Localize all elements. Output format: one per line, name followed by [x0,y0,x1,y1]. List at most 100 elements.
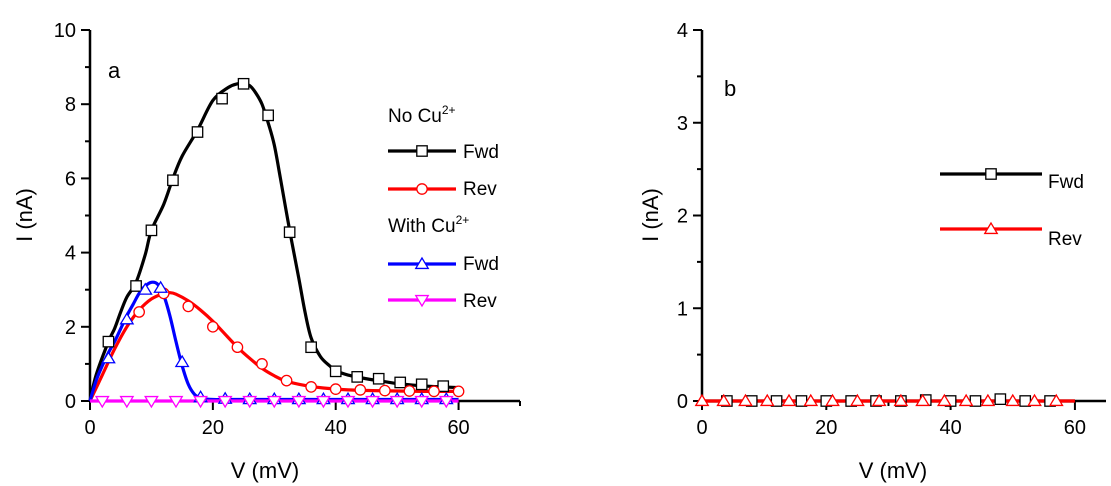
panel-a-series-0-point [167,174,179,187]
panel-a: 0 20 40 60 0 2 4 6 8 10 a V (mV) I (nA) No Cu2+ W… [12,20,521,483]
panel-a-series-3-point [340,395,356,409]
panel-b-series-1-point [738,393,753,407]
panel-b-series-1-point [1027,393,1042,407]
panel-a-series-1-point [256,358,268,370]
panel-a-series-3-point [316,395,331,409]
panel-a-y-tick-label: 0 [65,391,76,413]
panel-a-series-0-point [130,280,142,292]
panel-a-x-tick-label: 60 [447,417,469,439]
panel-a-series-0-point [237,77,250,90]
panel-b-series-1-point [849,393,865,407]
legend-label-b-rev: Rev [1048,229,1082,250]
panel-a-series-3-point [389,395,405,409]
panel-b-series-1-point [825,393,840,407]
panel-b-x-tick-label: 0 [696,417,707,439]
panel-b-y-tick-label: 2 [677,206,688,228]
panel-a-series-1-point [452,385,465,398]
panel-b-label: b [724,76,736,101]
panel-b-series-1-point [1005,393,1021,407]
panel-b-y-axis-label: I (nA) [638,188,663,242]
panel-a-series-0-point [351,371,364,383]
panel-a-series-3-point [414,395,430,409]
panel-a-series-3-point [291,395,307,409]
panel-a-series-2-point [174,354,190,368]
panel-b-series-1-point [1048,393,1064,407]
panel-a-series-1-point [428,385,440,398]
panel-a-series-3-point [168,395,184,409]
panel-a-series-3-point [242,395,258,409]
panel-b-x-tick-label: 40 [939,417,961,439]
panel-b-series-1-point [803,393,819,407]
panel-b-y-tick-label: 1 [677,298,688,320]
panel-b-y-tick-label: 0 [677,391,688,413]
panel-b-series-1-point [980,393,996,407]
panel-a-series-2-point [101,351,116,364]
panel-a-plot-area: 0 20 40 60 0 2 4 6 8 10 [54,20,521,439]
panel-a-x-tick-label: 0 [84,417,95,439]
panel-b-x-tick-label: 20 [815,417,837,439]
panel-a-series-2-point [153,280,169,293]
panel-b-legend: Fwd Rev [940,168,1084,250]
panel-b-x-tick-label: 60 [1064,417,1086,439]
panel-b-series-0-point [994,393,1007,405]
legend-label-with-cu-fwd: Fwd [463,254,499,275]
panel-a-series-1-point [133,306,145,318]
panel-a-y-tick-label: 8 [65,94,76,116]
legend-a-with-cu-rev-marker [414,294,430,308]
panel-a-series-3-point [217,395,233,409]
panel-a-y-tick-label: 4 [65,243,76,265]
panel-a-series-0-point [437,380,450,393]
panel-b-series-1-point [871,393,887,407]
legend-b-fwd-marker [985,168,997,180]
legend-b-rev-marker [983,221,999,235]
panel-b-series-1-point [937,393,952,407]
legend-a-no-cu-rev-marker [416,183,428,195]
legend-label-b-fwd: Fwd [1048,172,1084,193]
panel-b-series-1-point [759,393,775,407]
panel-a-x-axis-label: V (mV) [231,458,299,483]
panel-a-series-0-point [415,378,428,391]
panel-b-series-1-point [716,393,732,407]
panel-a-series-2-point [119,312,135,325]
panel-a-series-0-point [102,335,115,348]
panel-a-y-tick-label: 6 [65,168,76,190]
panel-a-series-1-point [207,320,219,333]
panel-a-series-1-point [231,341,244,354]
panel-b-series-1-point [694,393,710,407]
panel-a-series-0-point [372,372,385,385]
legend-label-no-cu-rev: Rev [463,179,497,200]
legend-a-no-cu-fwd-marker [416,145,428,157]
panel-a-series-1-point [403,385,416,397]
panel-a-series-0-point [305,341,317,354]
panel-a-series-0-point [394,376,407,389]
panel-a-series-0-point [262,109,274,122]
panel-a-legend: No Cu2+ With Cu2+ Fwd Rev Fwd Rev [388,103,499,312]
panel-a-series-1-point [182,300,195,313]
panel-a-y-axis-label: I (nA) [12,188,37,242]
legend-group-title-with-cu: With Cu2+ [388,213,469,237]
panel-b: 0 20 40 60 0 1 2 3 4 b V (mV) I (nA) Fwd Rev [638,20,1106,483]
panel-a-series-3-point [365,395,380,409]
panel-a-series-3-point [438,395,454,409]
panel-b-series-1-point [958,393,974,407]
panel-a-series-3-point [119,395,135,409]
panel-a-series-1-point [354,384,367,396]
panel-a-series-1-point [305,381,317,393]
panel-a-series-3-point [193,395,208,409]
legend-label-no-cu-fwd: Fwd [463,142,499,163]
panel-b-y-tick-label: 4 [677,20,688,42]
panel-a-x-tick-label: 40 [325,417,347,439]
legend-a-with-cu-fwd-marker [414,256,430,270]
panel-b-x-axis-label: V (mV) [859,458,927,483]
panel-a-series-1-point [280,374,293,387]
panel-b-series-1-point [781,393,797,407]
panel-a-label: a [108,58,121,83]
panel-a-series-3-point [94,395,110,409]
panel-a-y-tick-label: 10 [54,20,76,42]
legend-group-title-no-cu: No Cu2+ [388,103,456,127]
panel-a-series-1-point [379,384,391,397]
panel-a-series-0-point [145,224,158,237]
panel-a-series-2-point [137,282,153,295]
panel-a-y-tick-label: 2 [65,317,76,339]
panel-a-series-0-point [191,126,204,138]
